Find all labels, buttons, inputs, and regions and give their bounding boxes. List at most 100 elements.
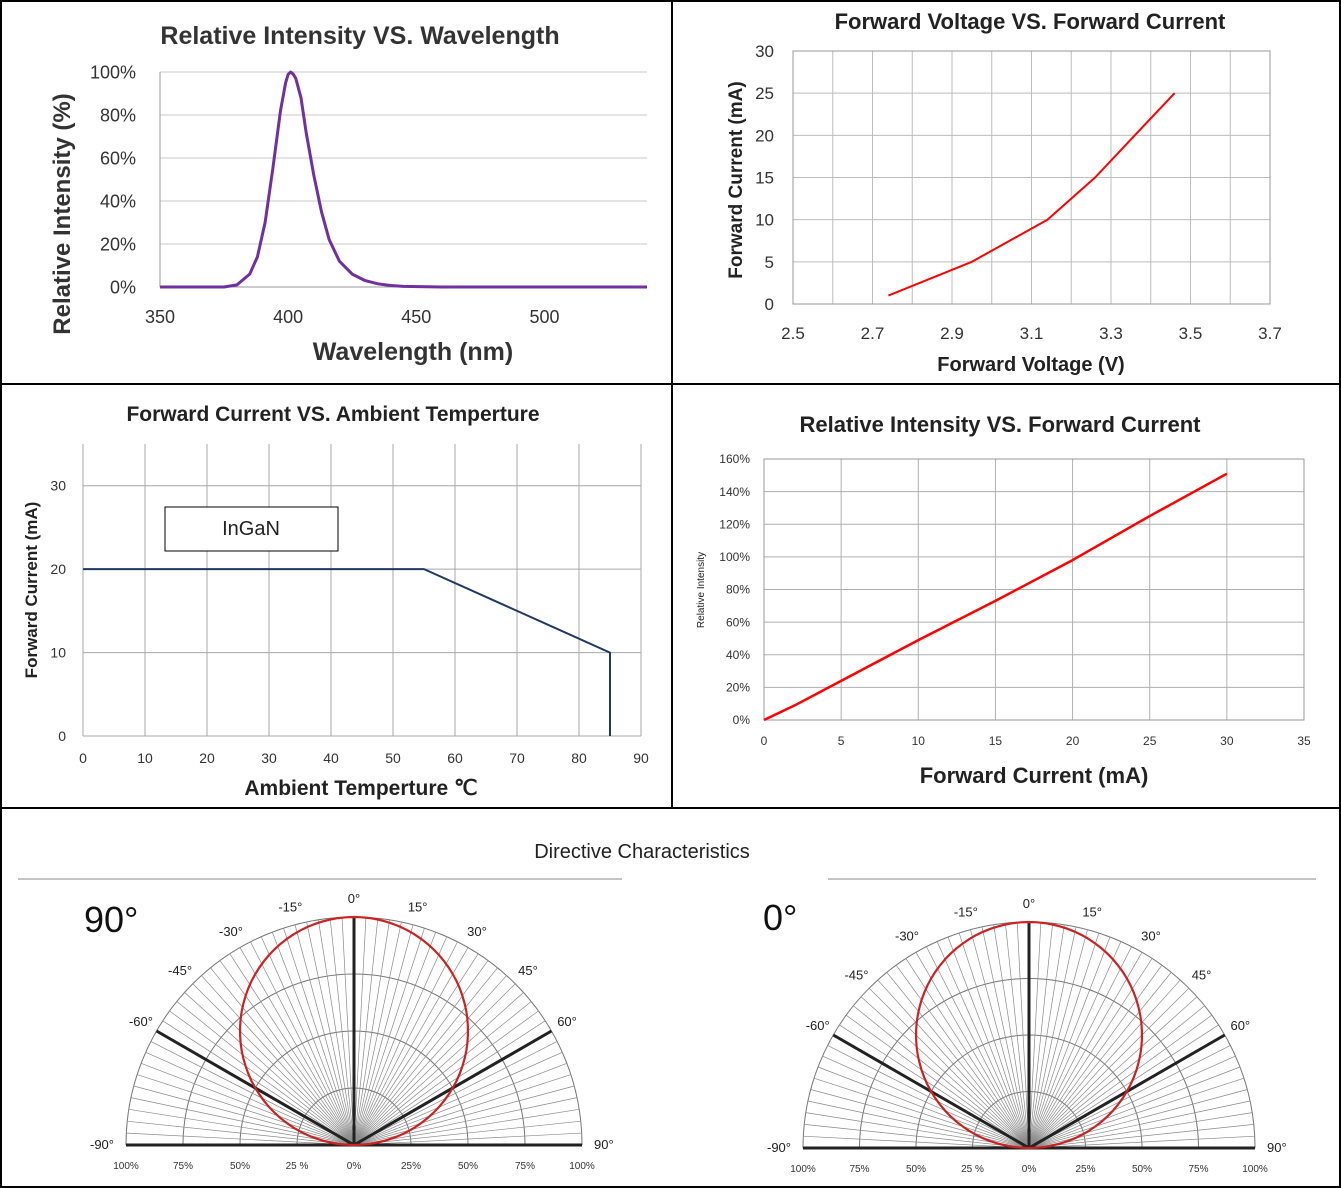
polar-spoke [877, 979, 1030, 1149]
polar-spoke [353, 1001, 532, 1146]
polar-spoke [353, 947, 469, 1146]
polar-spoke [353, 917, 367, 1146]
chart-series [888, 92, 1176, 297]
polar-spoke [1028, 1089, 1248, 1149]
polar-spoke [1028, 1024, 1219, 1149]
polar-spoke [1028, 996, 1198, 1149]
polar-spoke [1028, 1005, 1205, 1149]
polar-radial-label: 50% [230, 1161, 250, 1172]
polar-spoke [260, 936, 355, 1146]
polar-spoke [1028, 926, 1077, 1149]
polar-spoke [804, 1124, 1030, 1149]
polar-spoke [353, 1020, 546, 1146]
x-tick-label: 350 [145, 307, 175, 327]
polar-angle-label: -60° [806, 1018, 830, 1033]
polar-spoke [176, 1001, 355, 1146]
polar-spoke [1028, 964, 1163, 1149]
polar-spoke [958, 932, 1030, 1149]
y-tick-label: 40% [100, 191, 136, 211]
y-tick-label: 80% [100, 105, 136, 125]
chart-title: Relative Intensity VS. Wavelength [160, 22, 559, 50]
x-tick-label: 5 [838, 734, 845, 748]
chart-ticks: 0 5 10 15 20 25 30 35 0% 20% 40% 60% 80% 100% 120% 140%… [719, 452, 1311, 748]
polar-spoke [353, 983, 516, 1146]
polar-radial-label: 25% [401, 1161, 421, 1172]
polar-spoke [936, 941, 1030, 1149]
polar-spoke [150, 1041, 355, 1146]
x-tick-label: 90 [633, 750, 649, 766]
polar-angle-label: 60° [557, 1014, 577, 1029]
chart-series [83, 568, 611, 736]
polar-spoke [813, 1077, 1030, 1149]
x-tick-label: 3.3 [1099, 324, 1123, 343]
polar-spoke [353, 1120, 581, 1146]
polar-spoke [845, 1014, 1030, 1149]
polar-spoke [853, 1005, 1030, 1149]
polar-spoke [239, 947, 355, 1146]
x-tick-label: 2.9 [940, 324, 964, 343]
polar-spoke [137, 1074, 355, 1146]
polar-radial-label: 25 % [961, 1164, 984, 1175]
polar-radial-label: 0% [347, 1161, 362, 1172]
polar-angle-label: -30° [895, 929, 919, 944]
polar-angle-label: 0° [348, 891, 360, 906]
y-tick-label: 20 [50, 561, 66, 577]
polar-spoke [306, 921, 355, 1146]
y-tick-label: 100% [90, 62, 136, 82]
y-tick-label: 0% [733, 713, 751, 727]
polar-spoke [810, 1089, 1030, 1149]
y-tick-label: 0 [765, 295, 774, 314]
polar-angle-label: 90° [1267, 1140, 1287, 1155]
x-tick-label: 15 [989, 734, 1003, 748]
x-tick-label: 50 [385, 750, 401, 766]
polar-spoke [130, 1097, 355, 1146]
polar-angle-label: 60° [1230, 1018, 1250, 1033]
x-axis-label: Wavelength (nm) [313, 338, 513, 366]
polar-spoke [192, 983, 355, 1146]
y-tick-label: 15 [755, 168, 774, 187]
x-tick-label: 25 [1143, 734, 1157, 748]
chart-title: Forward Voltage VS. Forward Current [835, 9, 1226, 34]
x-tick-label: 30 [261, 750, 277, 766]
polar-spoke [1028, 952, 1143, 1149]
polar-spoke [353, 1132, 582, 1146]
polar-spoke [353, 1010, 539, 1146]
polar-spoke [1028, 1124, 1254, 1149]
x-tick-label: 3.7 [1258, 324, 1282, 343]
y-tick-label: 10 [755, 211, 774, 230]
x-axis-label: Forward Current (mA) [920, 763, 1149, 788]
x-tick-label: 2.5 [781, 324, 805, 343]
polar-spoke [353, 921, 402, 1146]
polar-spoke [947, 936, 1030, 1149]
y-tick-label: 60% [100, 148, 136, 168]
directive-section: Directive Characteristics 90° -90° -60° -4… [18, 841, 1316, 1175]
x-tick-label: 70 [509, 750, 525, 766]
polar-chart-90: 90° -90° -60° -45° -30° -15° 0° 15° 30° 45° 60° 90… [84, 891, 614, 1172]
x-tick-label: 0 [761, 734, 768, 748]
x-tick-label: 20 [1066, 734, 1080, 748]
series-line [160, 70, 647, 289]
polar-spoke [294, 924, 355, 1146]
annotation-label: InGaN [222, 518, 280, 540]
polar-spoke [895, 964, 1030, 1149]
polar-angle-label: 90° [594, 1137, 614, 1152]
y-axis-label: Forward Current (mA) [22, 502, 41, 679]
y-tick-label: 80% [726, 583, 750, 597]
polar-spoke [219, 960, 355, 1146]
polar-angle-label: 0° [1023, 896, 1035, 911]
polar-spoke [868, 987, 1030, 1149]
polar-grid [125, 916, 583, 1147]
polar-angle-label: 30° [1141, 929, 1161, 944]
polar-spoke [353, 936, 448, 1146]
polar-radial-label: 75% [849, 1164, 869, 1175]
polar-spoke [839, 1024, 1030, 1149]
polar-spoke [1028, 929, 1088, 1149]
polar-angle-label: 30° [467, 924, 487, 939]
y-axis-label: Relative Intensity [696, 552, 707, 628]
polar-spoke [822, 1055, 1030, 1149]
chart-title: Relative Intensity VS. Forward Current [800, 412, 1202, 437]
polar-label: 90° [84, 899, 138, 940]
y-tick-label: 140% [719, 485, 750, 499]
series-line [888, 92, 1176, 297]
